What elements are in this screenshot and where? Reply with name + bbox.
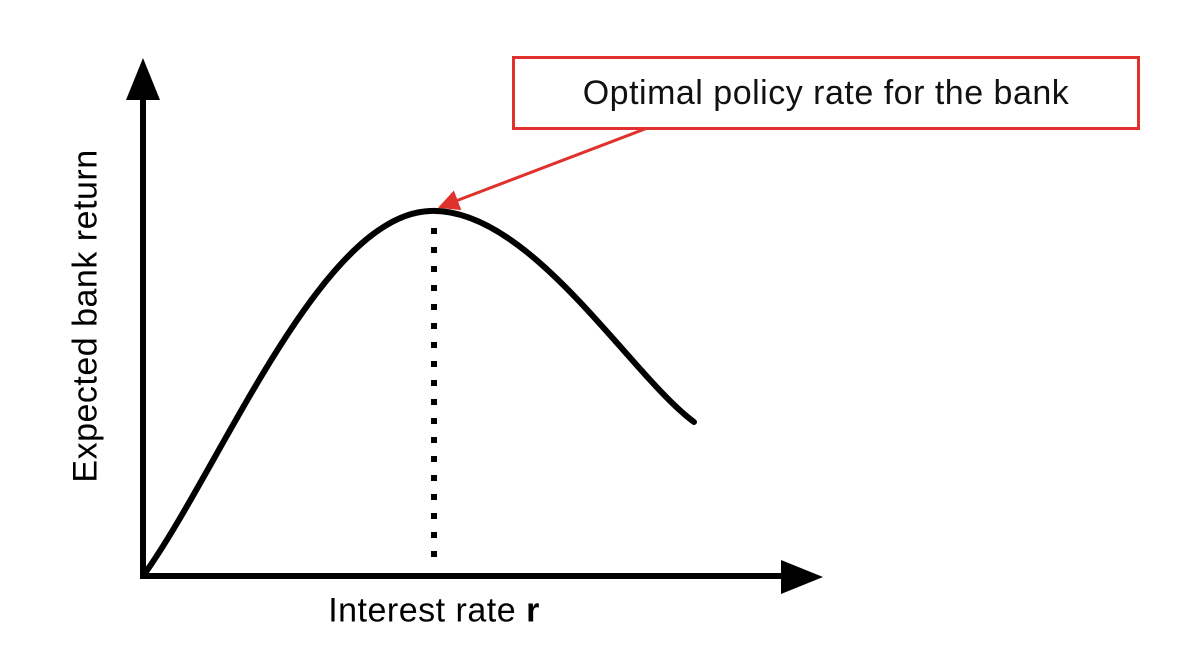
callout-box: Optimal policy rate for the bank — [512, 56, 1140, 130]
callout-text: Optimal policy rate for the bank — [582, 73, 1070, 112]
return-curve — [140, 207, 697, 579]
x-axis-variable: r — [526, 591, 540, 630]
callout-arrow — [438, 125, 651, 211]
x-axis-arrowhead — [781, 560, 823, 594]
y-axis-arrowhead — [126, 58, 160, 100]
x-axis-label: Interest rate r — [328, 592, 540, 631]
x-axis-label-text: Interest rate — [328, 591, 527, 630]
y-axis-label: Expected bank return — [66, 149, 105, 483]
